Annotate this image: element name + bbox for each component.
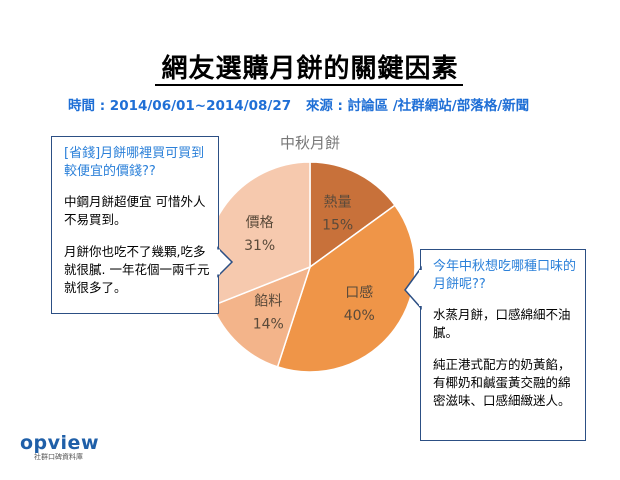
logo-brand: opview	[20, 432, 99, 454]
pie-slice-1	[309, 161, 396, 269]
pie-label-value: 14%	[253, 316, 284, 332]
title-underline	[155, 84, 463, 86]
pie-label-category: 熱量	[324, 195, 352, 211]
callout-right-answer-2: 純正港式配方的奶黃餡，有椰奶和鹹蛋黃交融的綿密滋味、口感細緻迷人。	[433, 357, 571, 408]
callout-right-answer-1: 水蒸月餅，口感綿細不油膩。	[433, 307, 571, 340]
opview-logo: opview 社群口碑資料庫	[20, 432, 99, 462]
page-title: 網友選購月餅的關鍵因素	[161, 54, 459, 84]
callout-left: [省錢]月餅哪裡買可買到較便宜的價錢?? 中鋼月餅超便宜 可惜外人不易買到。 月…	[51, 136, 219, 314]
pie-label-value: 40%	[344, 308, 375, 324]
pie-label-category: 餡料	[254, 293, 282, 309]
pie-label-value: 31%	[244, 238, 275, 254]
meta-line: 時間 : 2014/06/01~2014/08/27 來源 : 討論區 /社群網…	[68, 94, 529, 114]
pie-slice-2	[276, 204, 416, 373]
callout-left-question: [省錢]月餅哪裡買可買到較便宜的價錢??	[64, 146, 205, 179]
callout-left-answer-1: 中鋼月餅超便宜 可惜外人不易買到。	[64, 194, 206, 227]
source-text: 來源 : 討論區 /社群網站/部落格/新聞	[305, 98, 530, 114]
pie-label-category: 價格	[246, 214, 274, 231]
period-text: 時間 : 2014/06/01~2014/08/27	[68, 98, 292, 114]
pie-label-category: 口感	[345, 284, 373, 301]
logo-tagline: 社群口碑資料庫	[34, 453, 83, 461]
callout-left-answer-2: 月餅你也吃不了幾顆,吃多就很膩. 一年花個一兩千元就很多了。	[64, 244, 210, 295]
pie-label-value: 15%	[322, 218, 353, 234]
callout-right: 今年中秋想吃哪種口味的月餅呢?? 水蒸月餅，口感綿細不油膩。 純正港式配方的奶黃…	[420, 249, 586, 441]
callout-right-question: 今年中秋想吃哪種口味的月餅呢??	[433, 259, 577, 292]
chart-title: 中秋月餅	[279, 134, 340, 152]
